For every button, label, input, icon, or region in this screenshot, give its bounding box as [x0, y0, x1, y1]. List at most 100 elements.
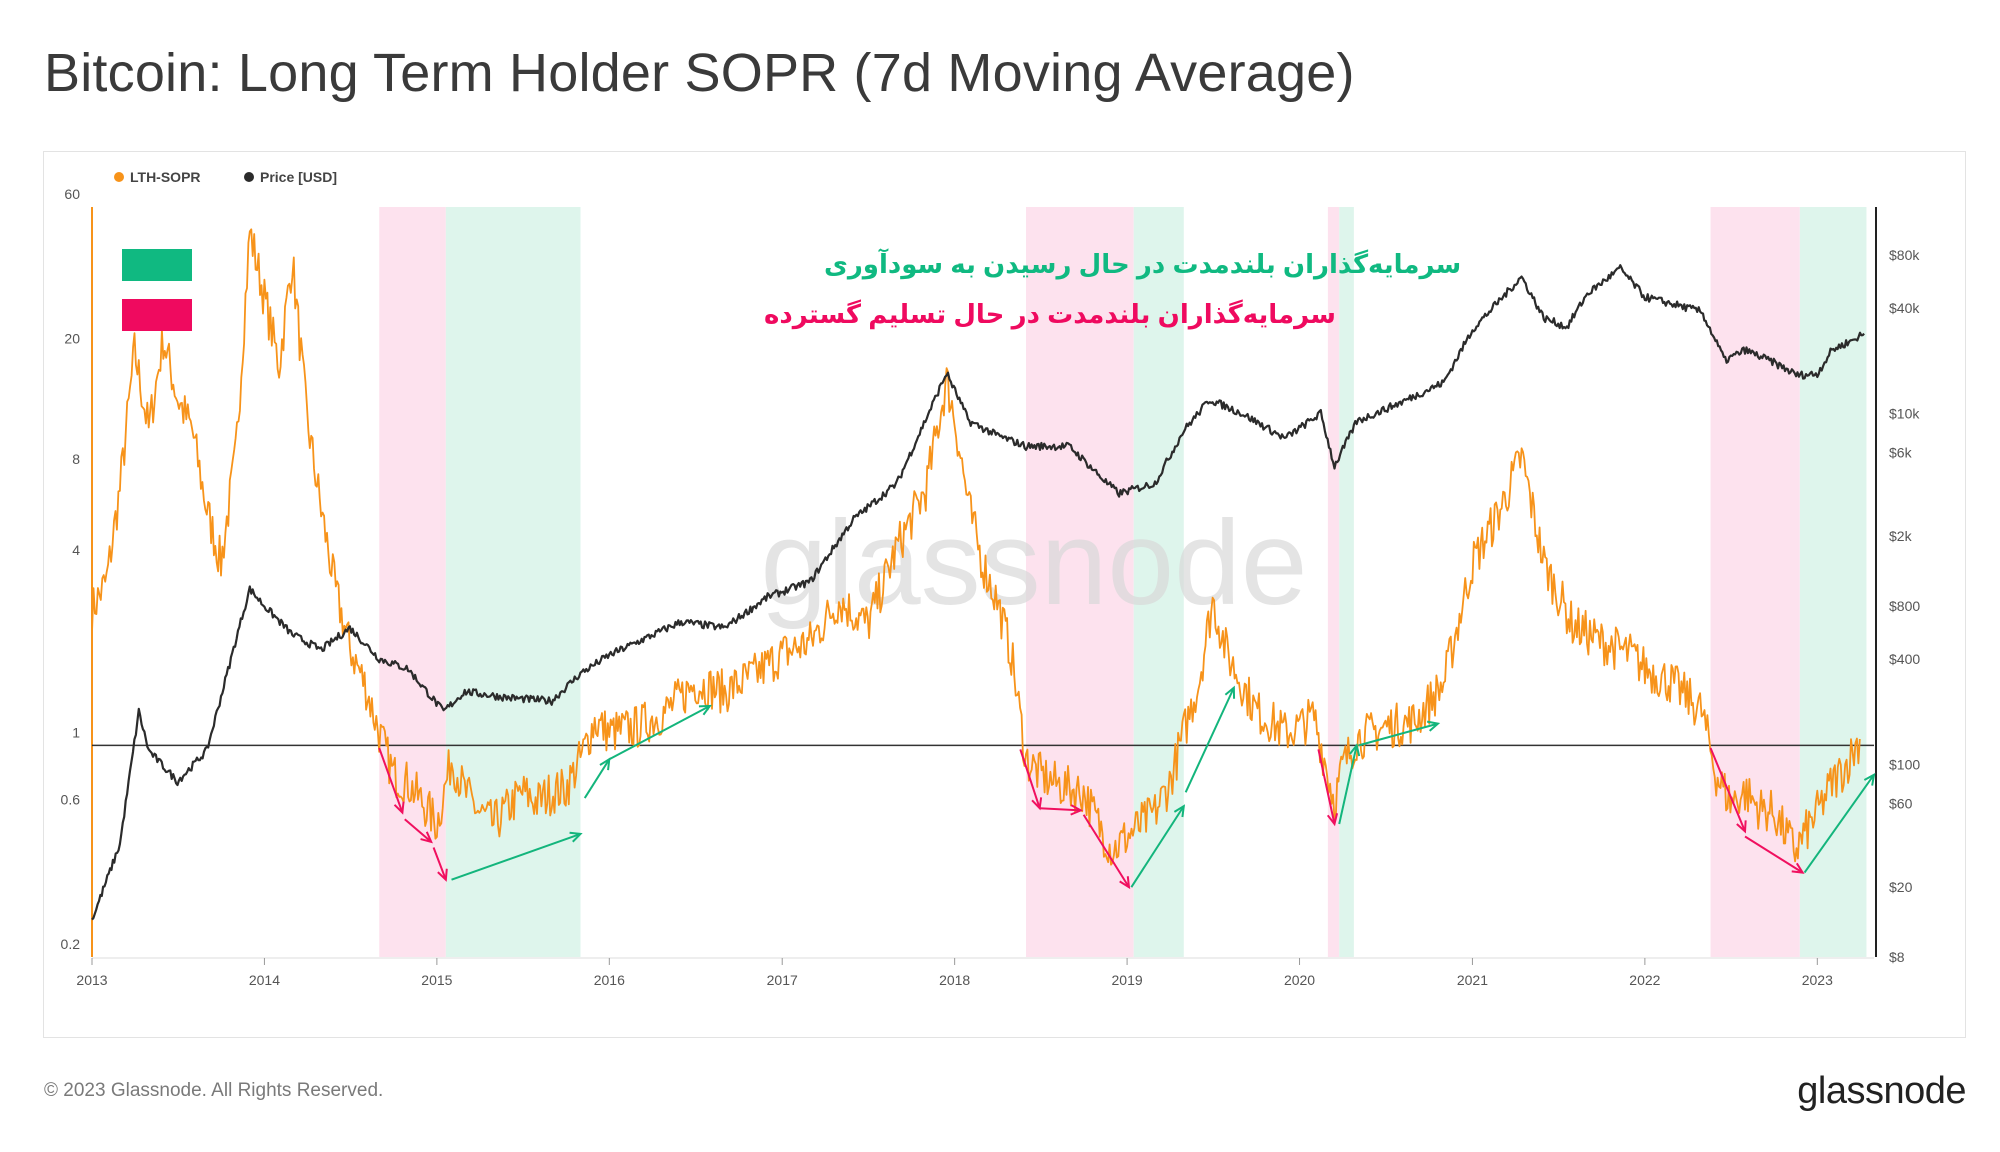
- arrow-green-6: [1338, 743, 1361, 825]
- legend: LTH-SOPR Price [USD]: [114, 169, 337, 185]
- x-tick-label: 2020: [1284, 972, 1315, 988]
- arrow-pink-7-shaft: [1317, 749, 1336, 825]
- band-pink-4: [1327, 207, 1340, 957]
- band-pink-2: [1025, 207, 1134, 957]
- arrow-green-4-shaft: [1130, 805, 1185, 888]
- arrow-pink-7-head: [1326, 813, 1339, 827]
- arrow-green-7-shaft: [1358, 722, 1439, 747]
- band-pink-6: [1710, 207, 1800, 957]
- x-tick-label: 2015: [421, 972, 452, 988]
- arrow-pink-8: [1709, 747, 1747, 834]
- arrow-pink-3-head: [437, 868, 448, 882]
- y-right-tick-label: $20: [1889, 879, 1913, 895]
- legend-sopr-label[interactable]: LTH-SOPR: [130, 169, 201, 185]
- band-green-5: [1339, 207, 1354, 957]
- green-key-label: سرمایه‌گذاران بلندمدت در حال رسیدن به سو…: [824, 248, 1461, 280]
- arrow-pink-7: [1317, 749, 1339, 827]
- axes: 0.2 0.6 1 4 8 20 60 $8 $20 $60 $100 $400 $800 $2k $6k $…: [61, 186, 1921, 988]
- arrow-green-3-head: [698, 704, 712, 716]
- arrow-pink-1-head: [393, 801, 405, 815]
- arrow-green-4: [1130, 804, 1186, 888]
- arrow-pink-9-head: [1791, 862, 1805, 874]
- arrow-pink-6: [1082, 814, 1131, 890]
- x-tick-label: 2017: [767, 972, 798, 988]
- arrow-green-1-head: [569, 831, 583, 843]
- arrow-pink-2: [404, 818, 433, 844]
- band-pink-0: [379, 207, 446, 957]
- y-right-tick-label: $40k: [1889, 300, 1920, 316]
- arrow-green-4-head: [1173, 804, 1186, 818]
- legend-price-swatch: [244, 172, 254, 182]
- arrow-pink-6-shaft: [1082, 814, 1130, 888]
- page-title: Bitcoin: Long Term Holder SOPR (7d Movin…: [44, 43, 1355, 103]
- arrow-green-1: [451, 831, 583, 881]
- arrow-pink-6-head: [1119, 876, 1131, 890]
- arrow-green-1-shaft: [451, 832, 581, 881]
- y-left-tick-label: 1: [72, 724, 80, 740]
- arrow-pink-5: [1039, 804, 1084, 816]
- arrow-green-2: [583, 757, 611, 799]
- arrow-green-8-shaft: [1803, 774, 1875, 874]
- arrow-pink-3: [432, 847, 448, 882]
- y-right-tick-label: $6k: [1889, 444, 1913, 460]
- y-left-tick-label: 60: [64, 186, 80, 202]
- x-tick-label: 2016: [594, 972, 625, 988]
- chart-container: glassnode 0.2 0.6 1 4 8 20 60 $8 $20 $60 $100 $400 $…: [43, 151, 1966, 1038]
- arrow-pink-8-shaft: [1709, 747, 1746, 832]
- series-lth-sopr: [91, 228, 1861, 866]
- annotation-arrows: [378, 685, 1876, 890]
- y-right-tick-label: $10k: [1889, 405, 1920, 421]
- arrow-green-3: [608, 704, 712, 761]
- arrow-pink-5-shaft: [1039, 807, 1081, 812]
- watermark: glassnode: [760, 496, 1307, 630]
- legend-price-label[interactable]: Price [USD]: [260, 169, 337, 185]
- arrow-green-2-shaft: [583, 758, 611, 799]
- y-left-tick-label: 20: [64, 330, 80, 346]
- arrow-pink-2-head: [420, 831, 433, 844]
- pink-key-label: سرمایه‌گذاران بلندمدت در حال تسلیم گسترد…: [764, 299, 1336, 330]
- arrow-green-8-head: [1863, 772, 1876, 786]
- chart-svg: glassnode 0.2 0.6 1 4 8 20 60 $8 $20 $60 $100 $400 $…: [61, 169, 1921, 988]
- annotation-key: سرمایه‌گذاران بلندمدت در حال رسیدن به سو…: [122, 248, 1461, 331]
- arrow-pink-5-head: [1070, 804, 1084, 816]
- arrow-pink-3-shaft: [432, 847, 447, 881]
- watermark-text: glassnode: [760, 496, 1307, 630]
- y-left-tick-label: 0.6: [61, 792, 81, 808]
- arrow-pink-9: [1744, 835, 1805, 874]
- pink-key-swatch: [122, 299, 192, 331]
- x-tick-label: 2013: [76, 972, 107, 988]
- arrow-pink-1-shaft: [378, 747, 404, 813]
- arrow-green-5-head: [1224, 685, 1236, 699]
- arrow-pink-2-shaft: [404, 818, 432, 843]
- glassnode-logo[interactable]: glassnode: [1797, 1070, 1966, 1112]
- y-right-tick-label: $2k: [1889, 528, 1913, 544]
- green-key-swatch: [122, 249, 192, 281]
- arrow-green-6-shaft: [1338, 745, 1358, 825]
- arrow-green-6-head: [1349, 743, 1361, 757]
- x-tick-label: 2023: [1802, 972, 1833, 988]
- y-right-tick-label: $100: [1889, 756, 1920, 772]
- y-right-tick-label: $60: [1889, 795, 1913, 811]
- arrow-pink-9-shaft: [1744, 835, 1804, 874]
- x-tick-label: 2019: [1112, 972, 1143, 988]
- y-right-tick-label: $8: [1889, 949, 1905, 965]
- y-right-tick-label: $80k: [1889, 247, 1920, 263]
- x-tick-label: 2022: [1629, 972, 1660, 988]
- arrow-green-8: [1803, 772, 1876, 874]
- band-green-1: [445, 207, 581, 957]
- arrow-green-7-head: [1426, 720, 1441, 732]
- legend-sopr-swatch: [114, 172, 124, 182]
- y-left-tick-label: 8: [72, 451, 80, 467]
- arrow-green-5-shaft: [1184, 687, 1235, 793]
- copyright: © 2023 Glassnode. All Rights Reserved.: [44, 1080, 384, 1101]
- series: [91, 228, 1865, 921]
- arrow-green-2-head: [599, 757, 611, 771]
- x-tick-label: 2014: [249, 972, 280, 988]
- x-tick-label: 2021: [1457, 972, 1488, 988]
- arrow-pink-8-head: [1736, 820, 1747, 834]
- arrow-green-5: [1184, 685, 1236, 793]
- series-price: [91, 264, 1865, 921]
- regime-bands: [379, 207, 1867, 957]
- y-left-tick-label: 4: [72, 542, 80, 558]
- y-left-tick-label: 0.2: [61, 936, 81, 952]
